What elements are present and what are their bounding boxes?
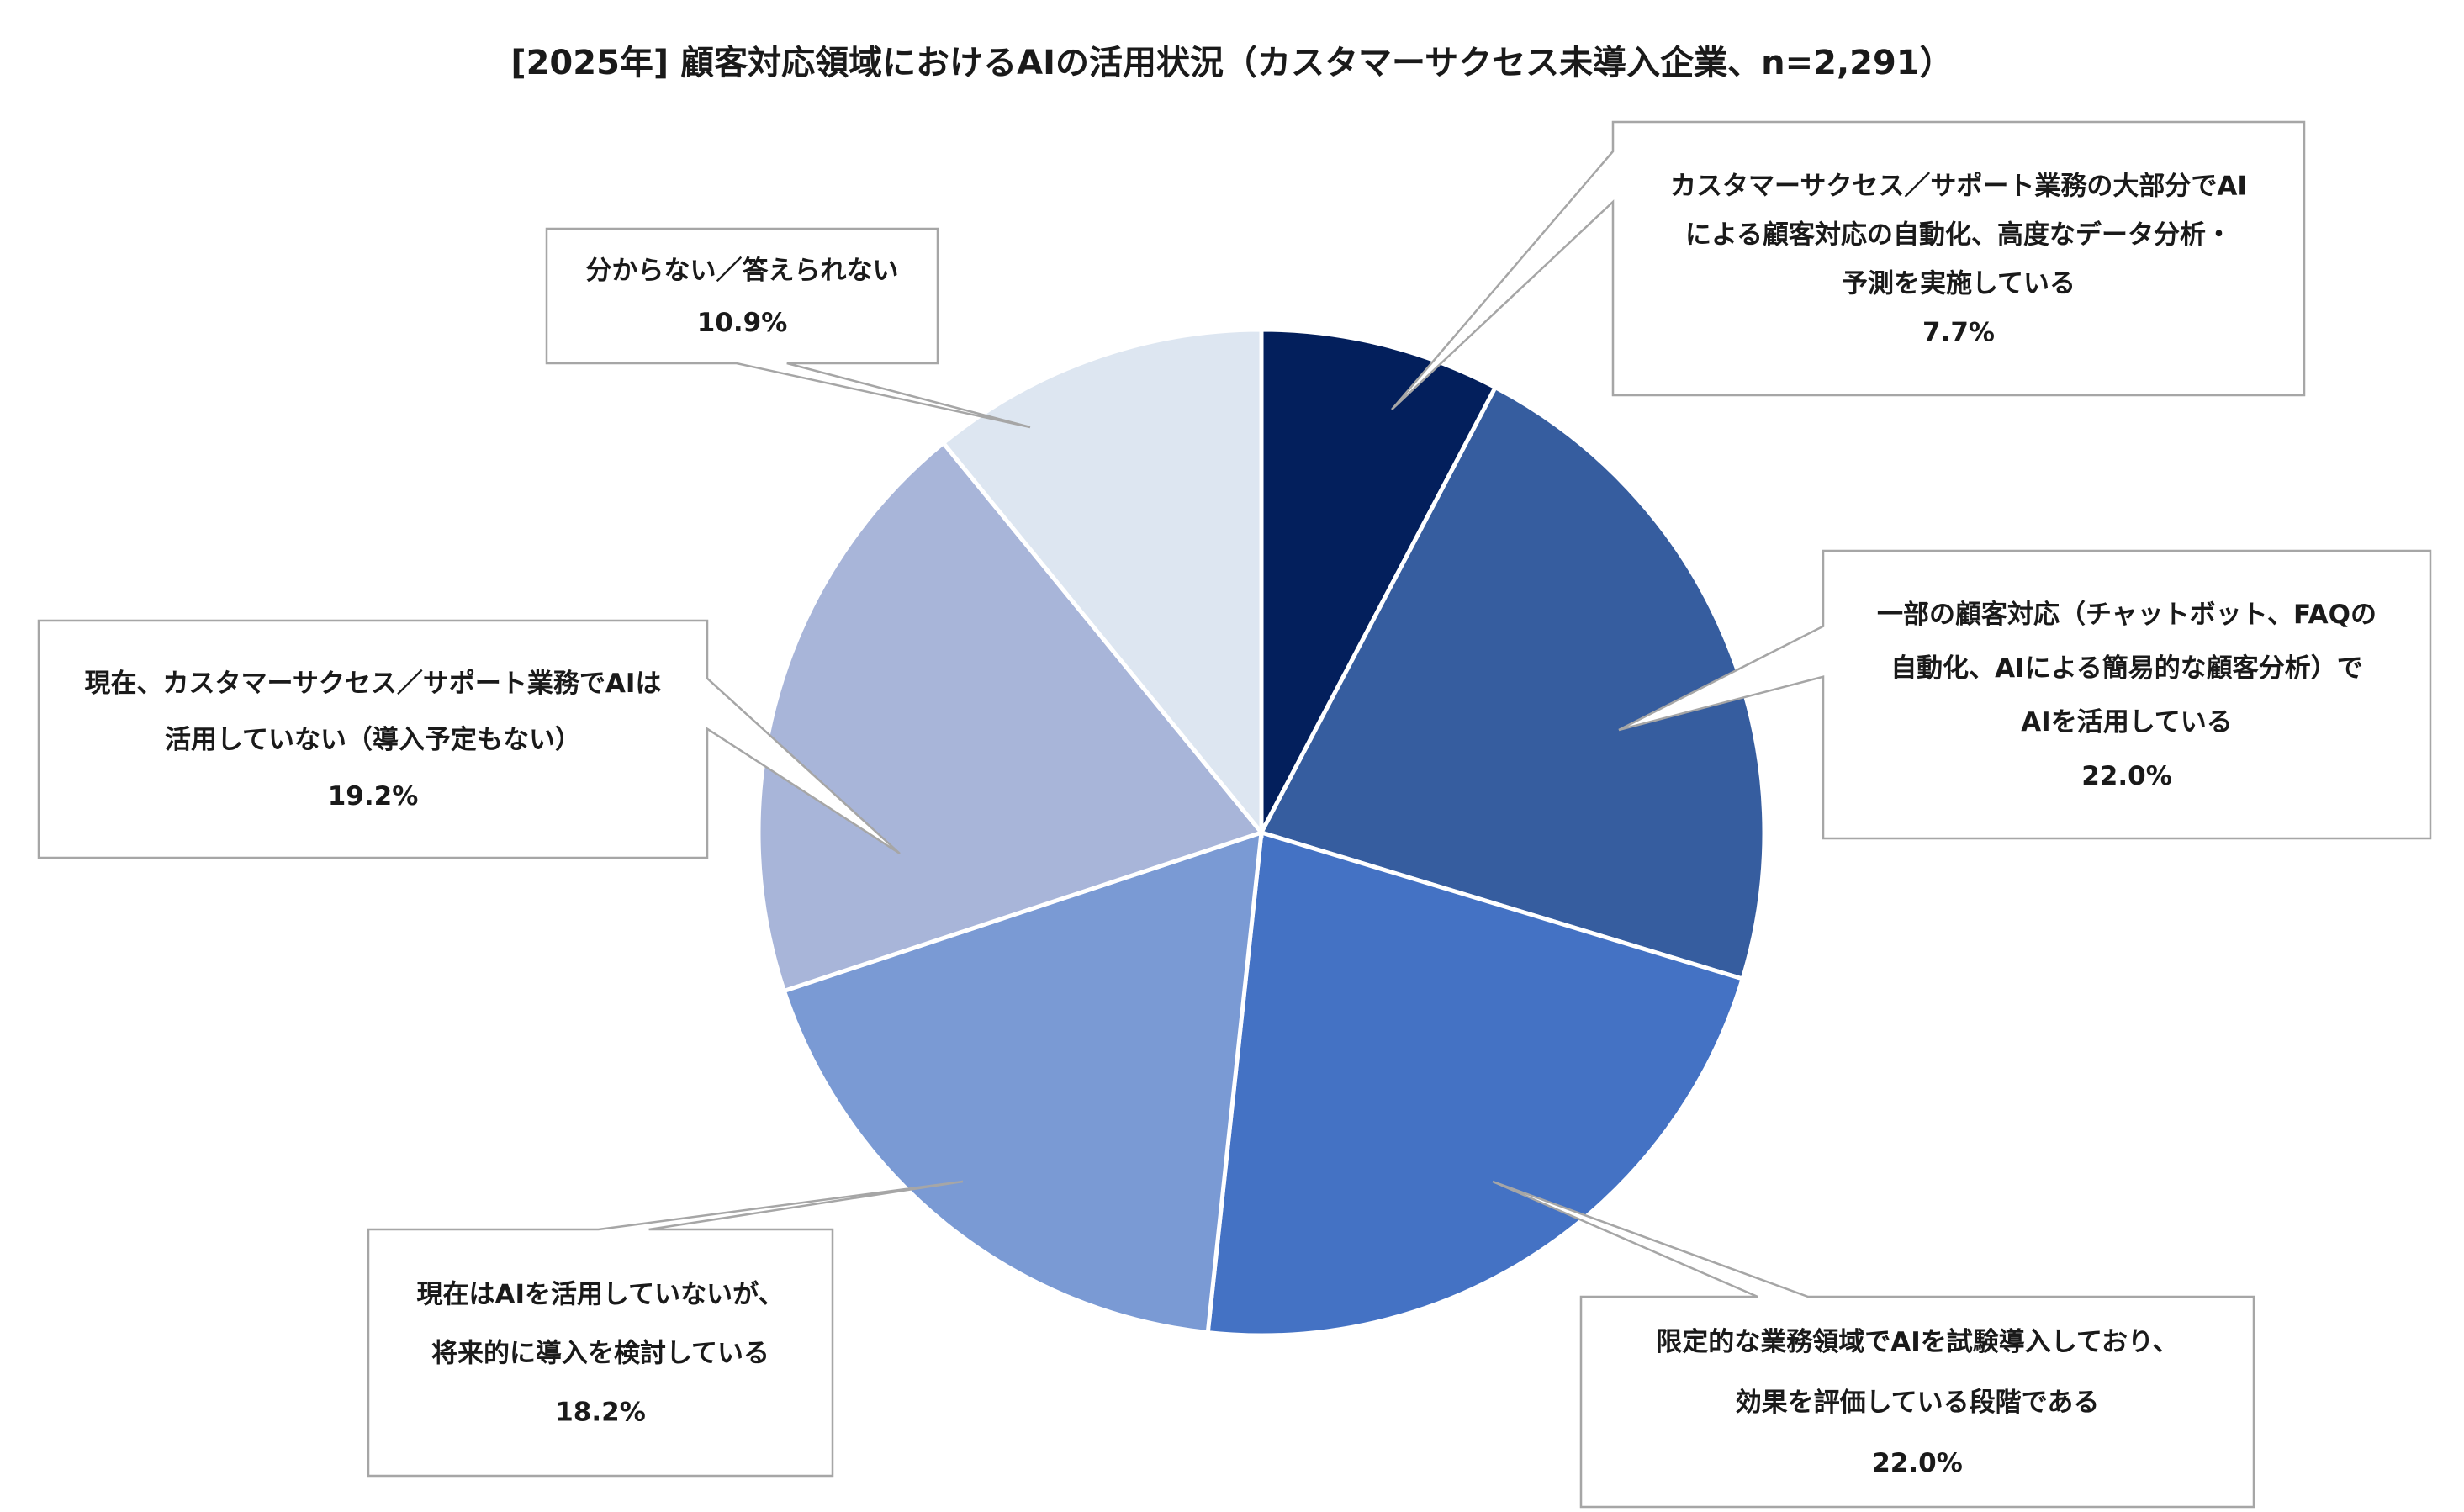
chart-title: [2025年] 顧客対応領域におけるAIの活用状況（カスタマーサクセス未導入企業… (510, 44, 1953, 82)
slice-label-line: 自動化、AIによる簡易的な顧客分析）で (1890, 653, 2363, 684)
pie-slice-1 (1259, 327, 1499, 834)
callout-6: 分からない／答えられない 10.9% (545, 227, 1031, 429)
pie-slice-4 (781, 829, 1264, 1335)
slice-label-line: 分からない／答えられない (586, 256, 899, 286)
pie-slices (756, 327, 1767, 1338)
callout-1: カスタマーサクセス／サポート業務の大部分でAI による顧客対応の自動化、高度なデー… (1391, 120, 2306, 410)
slice-label-line: による顧客対応の自動化、高度なデータ分析・ (1685, 220, 2232, 251)
pie-slice-2 (1258, 384, 1767, 982)
pie-slice-3 (1205, 829, 1746, 1338)
slice-label-line: カスタマーサクセス／サポート業務の大部分でAI (1670, 172, 2247, 202)
slice-label-line: 将来的に導入を検討している (431, 1339, 769, 1369)
slice-value-label: 7.7% (1922, 318, 1995, 348)
callout-box-2 (1618, 549, 2432, 840)
slice-label-line: 一部の顧客対応（チャットボット、FAQの (1877, 600, 2377, 630)
callout-box-1 (1391, 120, 2306, 410)
callout-box-4 (367, 1180, 964, 1478)
slice-value-label: 22.0% (1872, 1448, 1963, 1478)
pie-slice-6 (940, 327, 1264, 839)
slice-value-label: 22.0% (2081, 761, 2172, 791)
pie-callouts: カスタマーサクセス／サポート業務の大部分でAI による顧客対応の自動化、高度なデー… (37, 120, 2432, 1509)
callout-4: 現在はAIを活用していないが、将来的に導入を検討している 18.2% (367, 1180, 964, 1478)
callout-3: 限定的な業務領域でAIを試験導入しており、効果を評価している段階である 22.0% (1492, 1180, 2255, 1509)
slice-label-line: AIを活用している (2021, 707, 2233, 737)
callout-box-6 (545, 227, 1031, 429)
slice-value-label: 10.9% (697, 308, 788, 338)
slice-label-line: 効果を評価している段階である (1736, 1388, 2100, 1418)
slice-label-line: 活用していない（導入予定もない） (165, 725, 581, 755)
slice-label-line: 現在、カスタマーサクセス／サポート業務でAIは (85, 669, 662, 699)
slice-value-label: 19.2% (328, 781, 419, 812)
callout-box-3 (1492, 1180, 2255, 1509)
pie-slice-5 (756, 440, 1266, 994)
slice-value-label: 18.2% (555, 1398, 646, 1428)
slice-label-line: 予測を実施している (1842, 269, 2075, 299)
slice-label-line: 限定的な業務領域でAIを試験導入しており、 (1656, 1327, 2178, 1357)
slice-label-line: 現在はAIを活用していないが、 (417, 1280, 785, 1310)
callout-box-5 (37, 619, 901, 859)
